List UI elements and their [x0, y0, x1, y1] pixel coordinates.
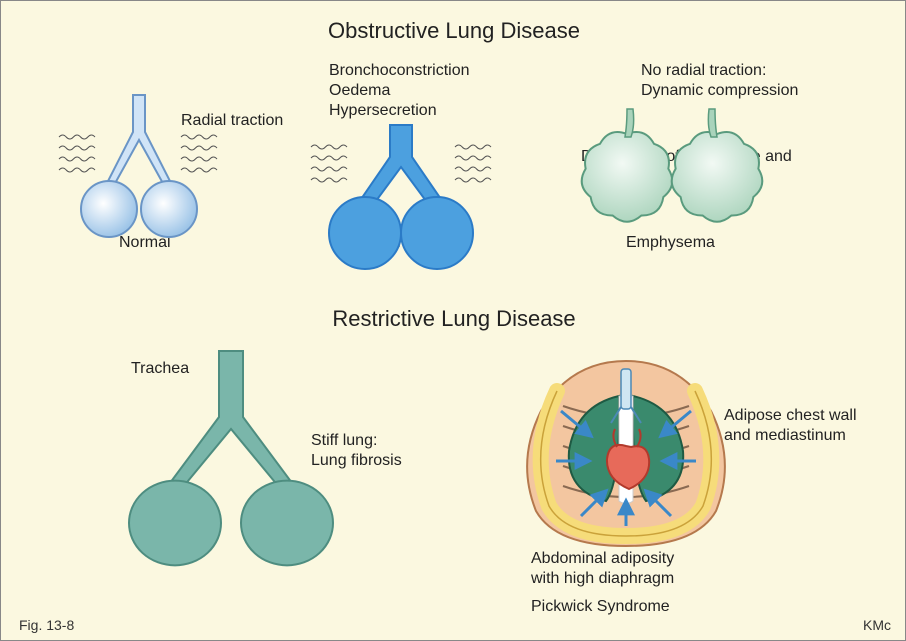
diagram-normal — [49, 87, 229, 237]
diagram-fibrosis — [111, 347, 371, 567]
label-abdominal: Abdominal adipositywith high diaphragm — [531, 549, 674, 589]
diagram-asthma — [301, 87, 501, 247]
figure-number: Fig. 13-8 — [19, 617, 74, 633]
title-restrictive: Restrictive Lung Disease — [254, 306, 654, 332]
title-obstructive: Obstructive Lung Disease — [254, 18, 654, 44]
label-pickwick: Pickwick Syndrome — [531, 597, 670, 617]
author-initials: KMc — [863, 617, 891, 633]
label-adipose: Adipose chest walland mediastinum — [724, 406, 857, 446]
diagram-emphysema — [557, 81, 787, 241]
diagram-pickwick — [511, 351, 741, 551]
